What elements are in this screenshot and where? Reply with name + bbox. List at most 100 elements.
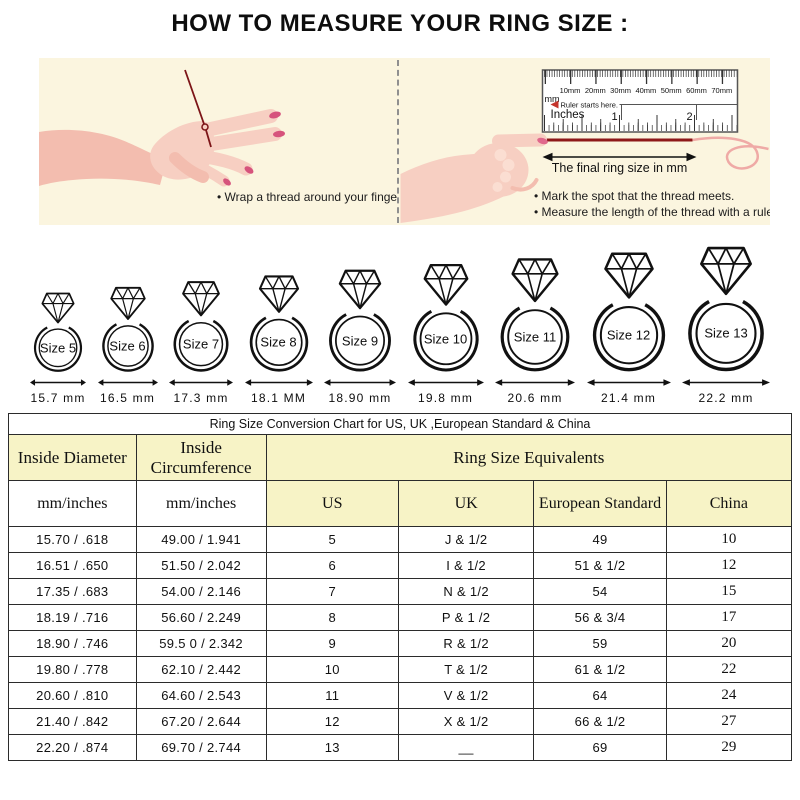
cell-uk: R & 1/2 (397, 630, 535, 657)
subheader-china: China (665, 480, 793, 527)
fingernail (537, 137, 548, 145)
cell-china: 20 (665, 630, 793, 657)
cell-eu: 64 (533, 682, 667, 709)
ruler-starts-here-label: Ruler starts here. (561, 101, 619, 110)
ring-size-6: Size 6 16.5 mm (97, 283, 158, 405)
ruler-mm-label: 70mm (711, 86, 732, 95)
cell-circumference: 64.60 / 2.543 (135, 682, 267, 709)
cell-uk: N & 1/2 (397, 578, 535, 605)
table-row: 15.70 / .618 49.00 / 1.941 5 J & 1/2 49 … (8, 526, 793, 553)
ring-size-label: Size 9 (341, 333, 379, 349)
cell-uk: P & 1 /2 (397, 604, 535, 631)
table-row: 20.60 / .810 64.60 / 2.543 11 V & 1/2 64… (8, 682, 793, 709)
ruler-mm-label: 20mm (585, 86, 606, 95)
diameter-arrow-icon (407, 378, 484, 387)
diamond-ring-icon (329, 269, 391, 372)
diameter-arrow-icon (30, 378, 86, 387)
thread-line (184, 69, 205, 125)
ruler-mm-label: 50mm (661, 86, 682, 95)
ring-diameter-label: 16.5 mm (99, 391, 156, 405)
ruler-illustration: 10mm 20mm 30mm 40mm 50mm 60mm 70mm mm Ru… (400, 69, 769, 223)
ring-diameter-label: 21.4 mm (600, 391, 657, 405)
ruler-mm-label: 30mm (610, 86, 631, 95)
cell-eu: 59 (533, 630, 667, 657)
ring-size-label: Size 8 (260, 334, 297, 350)
final-ring-size-label: The final ring size in mm (552, 161, 687, 175)
mark-spot-instruction: • Mark the spot that the thread meets. (534, 189, 735, 203)
diamond-ring-icon (101, 286, 154, 372)
cell-eu: 51 & 1/2 (533, 552, 667, 579)
cell-us: 10 (265, 656, 399, 683)
cell-us: 13 (265, 734, 399, 761)
ruler-mm-unit: mm (545, 94, 560, 104)
cell-uk: I & 1/2 (397, 552, 535, 579)
cell-diameter: 15.70 / .618 (8, 526, 137, 553)
ring-diameter-label: 18.90 mm (328, 391, 392, 405)
ring-diameter-label: 19.8 mm (417, 391, 474, 405)
ring-size-label: Size 6 (109, 338, 146, 354)
ruler-inch-1: 1 (611, 111, 617, 123)
table-row: 19.80 / .778 62.10 / 2.442 10 T & 1/2 61… (8, 656, 793, 683)
page-title: HOW TO MEASURE YOUR RING SIZE : (171, 10, 629, 37)
cell-eu: 56 & 3/4 (533, 604, 667, 631)
ruler-mm-label: 10mm (560, 86, 581, 95)
cell-china: 29 (665, 734, 793, 761)
cell-china: 10 (665, 526, 793, 553)
cell-eu: 61 & 1/2 (533, 656, 667, 683)
thread-loop (692, 136, 769, 170)
cell-china: 15 (665, 578, 793, 605)
measure-ruler-panel: 10mm 20mm 30mm 40mm 50mm 60mm 70mm mm Ru… (399, 58, 770, 225)
diameter-arrow-icon (586, 378, 671, 387)
table-row: 17.35 / .683 54.00 / 2.146 7 N & 1/2 54 … (8, 578, 793, 605)
cell-diameter: 18.90 / .746 (8, 630, 137, 657)
ring-diameter-label: 17.3 mm (173, 391, 229, 405)
diamond-ring-icon (412, 263, 479, 372)
header-inside-circumference: Inside Circumference (135, 434, 267, 481)
cell-china: 24 (665, 682, 793, 709)
ring-size-label: Size 12 (606, 327, 651, 343)
ruler (541, 69, 739, 133)
cell-circumference: 56.60 / 2.249 (135, 604, 267, 631)
cell-eu: 69 (533, 734, 667, 761)
diameter-arrow-icon (324, 378, 396, 387)
ring-size-7: Size 7 17.3 mm (169, 277, 233, 405)
header-ring-size-equivalents: Ring Size Equivalents (265, 434, 793, 481)
cell-diameter: 20.60 / .810 (8, 682, 137, 709)
table-row: 22.20 / .874 69.70 / 2.744 13 __ 69 29 (8, 734, 793, 761)
diamond-ring-icon (592, 252, 665, 372)
cell-us: 11 (265, 682, 399, 709)
cell-circumference: 49.00 / 1.941 (135, 526, 267, 553)
ring-sizes-row: Size 5 15.7 mm Size 6 16.5 mm Size 7 17.… (30, 243, 770, 405)
diameter-arrow-icon (495, 378, 575, 387)
table-row: 16.51 / .650 51.50 / 2.042 6 I & 1/2 51 … (8, 552, 793, 579)
ring-size-conversion-table: Ring Size Conversion Chart for US, UK ,E… (8, 413, 793, 761)
ring-size-label: Size 7 (182, 336, 220, 352)
ring-diameter-label: 15.7 mm (30, 391, 86, 405)
table-row: 18.90 / .746 59.5 0 / 2.342 9 R & 1/2 59… (8, 630, 793, 657)
ruler-mm-label: 40mm (635, 86, 656, 95)
cell-diameter: 21.40 / .842 (8, 708, 137, 735)
hand-with-thread-illustration (39, 69, 285, 187)
cell-uk: __ (397, 734, 535, 761)
header-inside-diameter: Inside Diameter (8, 434, 137, 481)
diamond-ring-icon (500, 257, 570, 372)
diamond-ring-icon (173, 280, 229, 372)
diameter-arrow-icon (97, 378, 158, 387)
cell-us: 9 (265, 630, 399, 657)
cell-us: 8 (265, 604, 399, 631)
ruler-mm-label: 60mm (686, 86, 707, 95)
panel-divider (397, 60, 399, 223)
ruler-inch-2: 2 (686, 111, 692, 123)
subheader-us: US (265, 480, 399, 527)
measure-instructions: • Mark the spot that the thread meets. •… (534, 188, 770, 220)
cell-uk: T & 1/2 (397, 656, 535, 683)
ring-size-13: Size 13 22.2 mm (682, 241, 770, 405)
instruction-panels: • Wrap a thread around your finger 10mm … (39, 58, 770, 225)
cell-uk: J & 1/2 (397, 526, 535, 553)
subheader-uk: UK (397, 480, 535, 527)
ring-diameter-label: 18.1 MM (250, 391, 307, 405)
ruler-inches-unit: Inches (551, 109, 585, 121)
cell-circumference: 69.70 / 2.744 (135, 734, 267, 761)
ring-size-label: Size 10 (423, 331, 468, 347)
diameter-arrow-icon (244, 378, 313, 387)
